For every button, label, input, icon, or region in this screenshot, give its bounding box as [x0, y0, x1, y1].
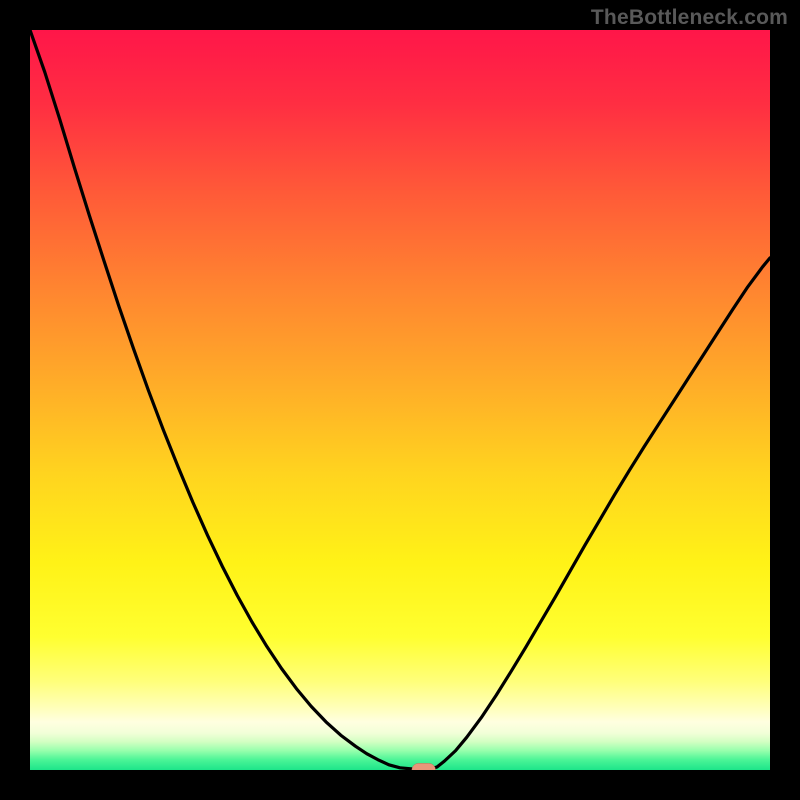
plot-area	[30, 30, 770, 770]
minimum-marker	[412, 763, 436, 770]
canvas: TheBottleneck.com	[0, 0, 800, 800]
gradient-background	[30, 30, 770, 770]
watermark-text: TheBottleneck.com	[591, 6, 788, 30]
